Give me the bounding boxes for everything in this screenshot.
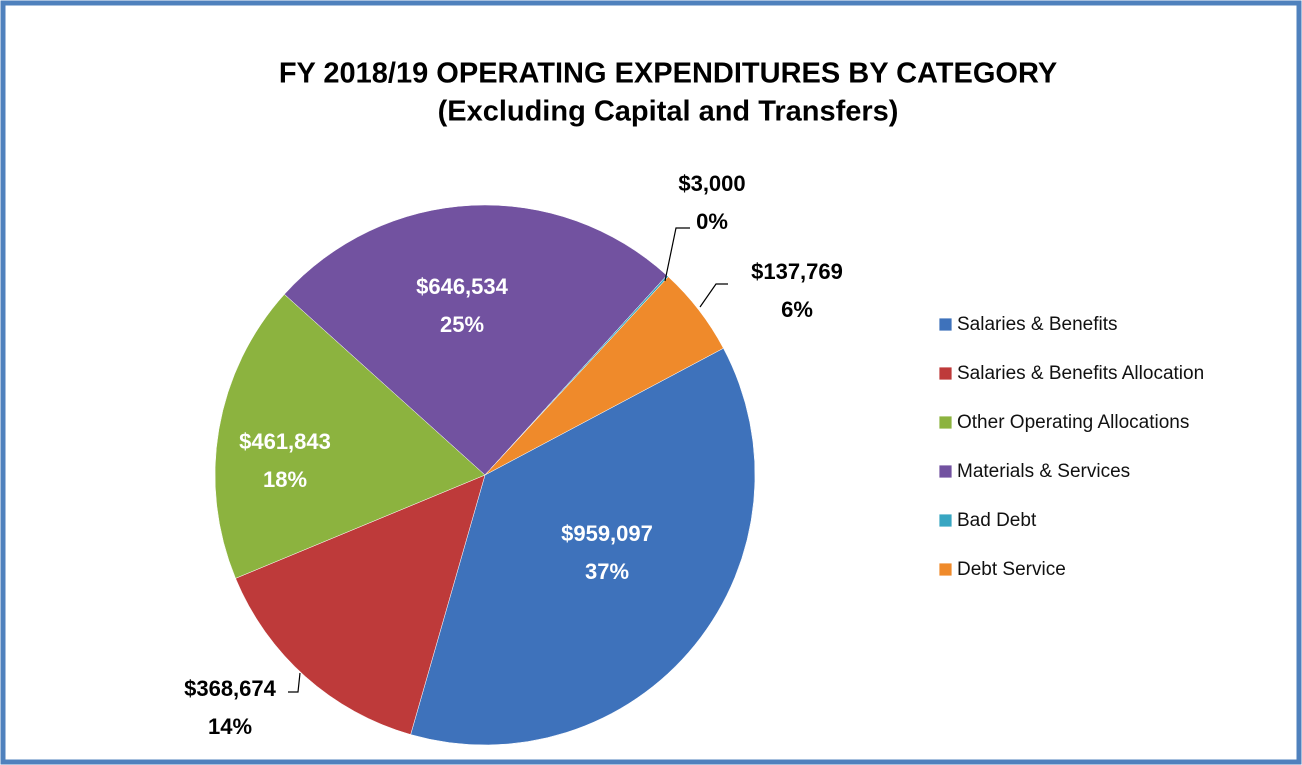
percent-label: 18% (263, 467, 307, 492)
leader-line (288, 672, 301, 693)
legend-label: Bad Debt (957, 510, 1037, 531)
legend-swatch (938, 464, 953, 479)
legend-label: Materials & Services (957, 461, 1130, 482)
percent-label: 6% (781, 297, 813, 322)
value-label: $137,769 (751, 259, 843, 284)
value-label: $3,000 (678, 171, 745, 196)
legend-swatch (938, 562, 953, 577)
percent-label: 37% (585, 559, 629, 584)
chart-subtitle: (Excluding Capital and Transfers) (438, 96, 899, 128)
legend-label: Debt Service (957, 559, 1066, 580)
percent-label: 25% (440, 312, 484, 337)
chart-title: FY 2018/19 OPERATING EXPENDITURES BY CAT… (279, 58, 1057, 90)
pie-slice (284, 204, 668, 476)
value-label: $959,097 (561, 521, 653, 546)
legend-swatch (938, 366, 953, 381)
percent-label: 14% (208, 714, 252, 739)
pie-slice (235, 474, 486, 735)
value-label: $461,843 (239, 429, 331, 454)
legend-swatch (938, 513, 953, 528)
pie-slice (214, 293, 486, 579)
legend-label: Salaries & Benefits (957, 314, 1118, 335)
legend-swatch (938, 317, 953, 332)
value-label: $368,674 (184, 676, 277, 701)
leader-line (699, 283, 728, 308)
legend-label: Salaries & Benefits Allocation (957, 363, 1204, 384)
percent-label: 0% (696, 209, 728, 234)
legend-label: Other Operating Allocations (957, 412, 1189, 433)
pie-slice (410, 347, 756, 746)
legend: Salaries & Benefits Salaries & Benefits A… (938, 314, 1204, 580)
data-labels: $959,097 37% $368,674 14% $461,843 18% $646,53… (184, 171, 843, 739)
value-label: $646,534 (416, 274, 509, 299)
legend-swatch (938, 415, 953, 430)
leader-line (664, 227, 690, 282)
pie (214, 204, 756, 746)
pie-slice (484, 276, 724, 476)
